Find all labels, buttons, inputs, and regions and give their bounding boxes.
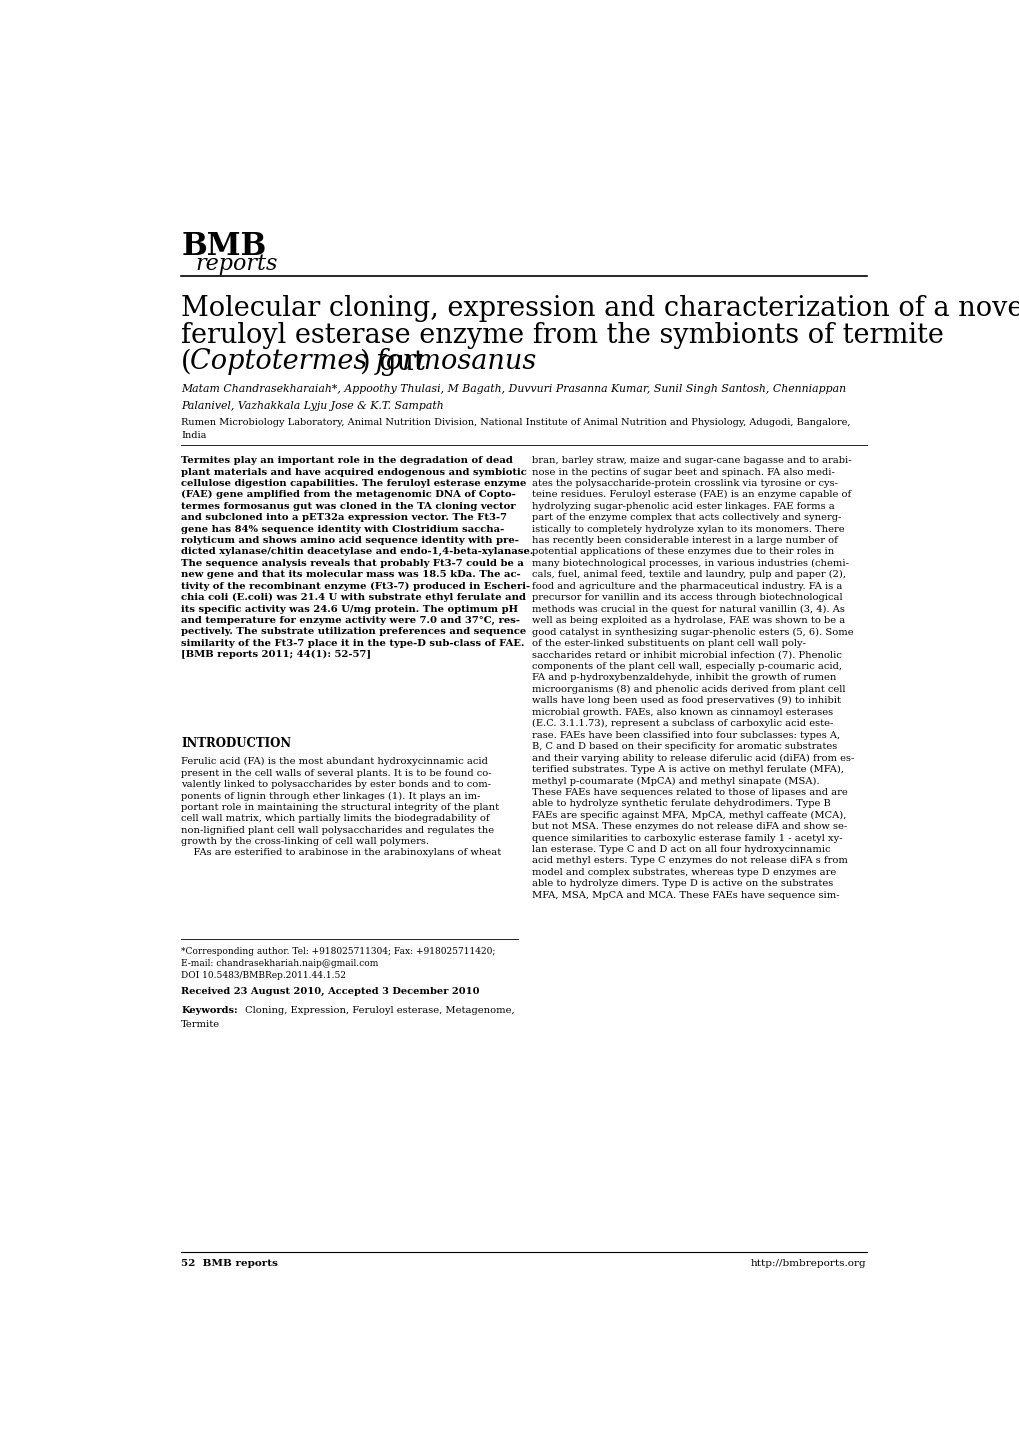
Text: BMB: BMB: [181, 231, 266, 262]
Text: Palanivel, Vazhakkala Lyju Jose & K.T. Sampath: Palanivel, Vazhakkala Lyju Jose & K.T. S…: [181, 401, 443, 411]
Text: Keywords:: Keywords:: [181, 1007, 237, 1015]
Text: bran, barley straw, maize and sugar-cane bagasse and to arabi-
nose in the pecti: bran, barley straw, maize and sugar-cane…: [532, 456, 854, 900]
Text: (: (: [181, 349, 192, 375]
Text: ) gut: ) gut: [360, 349, 424, 376]
Text: Molecular cloning, expression and characterization of a novel: Molecular cloning, expression and charac…: [181, 296, 1019, 322]
Text: Received 23 August 2010, Accepted 3 December 2010: Received 23 August 2010, Accepted 3 Dece…: [181, 986, 479, 996]
Text: reports: reports: [196, 252, 277, 275]
Text: feruloyl esterase enzyme from the symbionts of termite: feruloyl esterase enzyme from the symbio…: [181, 322, 944, 349]
Text: Coptotermes formosanus: Coptotermes formosanus: [190, 349, 536, 375]
Text: Cloning, Expression, Feruloyl esterase, Metagenome,: Cloning, Expression, Feruloyl esterase, …: [242, 1007, 515, 1015]
Text: 52  BMB reports: 52 BMB reports: [181, 1259, 278, 1268]
Text: INTRODUCTION: INTRODUCTION: [181, 737, 291, 750]
Text: http://bmbreports.org: http://bmbreports.org: [750, 1259, 866, 1268]
Text: *Corresponding author. Tel: +918025711304; Fax: +918025711420;
E-mail: chandrase: *Corresponding author. Tel: +91802571130…: [181, 947, 495, 979]
Text: Termites play an important role in the degradation of dead
plant materials and h: Termites play an important role in the d…: [181, 456, 533, 659]
Text: Matam Chandrasekharaiah*, Appoothy Thulasi, M Bagath, Duvvuri Prasanna Kumar, Su: Matam Chandrasekharaiah*, Appoothy Thula…: [181, 384, 846, 394]
Text: Termite: Termite: [181, 1021, 220, 1030]
Text: Ferulic acid (FA) is the most abundant hydroxycinnamic acid
present in the cell : Ferulic acid (FA) is the most abundant h…: [181, 757, 501, 858]
Text: India: India: [181, 431, 207, 440]
Text: Rumen Microbiology Laboratory, Animal Nutrition Division, National Institute of : Rumen Microbiology Laboratory, Animal Nu…: [181, 418, 850, 427]
